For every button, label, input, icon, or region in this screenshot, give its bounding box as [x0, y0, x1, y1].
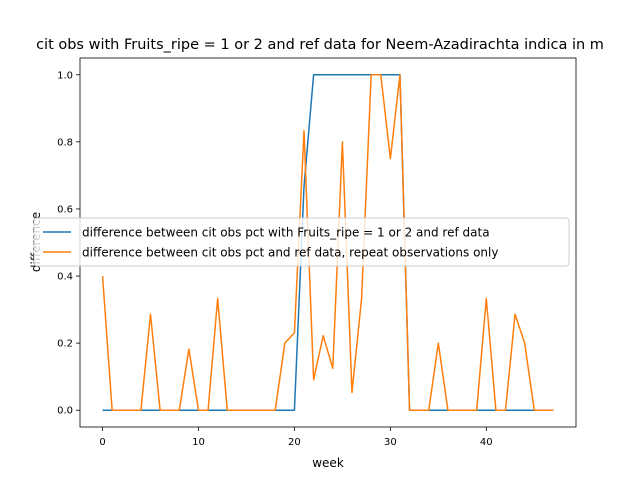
- chart-title: cit obs with Fruits_ripe = 1 or 2 and re…: [36, 37, 604, 53]
- y-tick-label: 0.6: [57, 204, 73, 215]
- legend-box: [33, 217, 570, 267]
- y-tick-label: 0.8: [57, 137, 73, 148]
- x-tick-label: 20: [288, 437, 301, 448]
- y-tick-label: 1.0: [57, 70, 73, 81]
- x-tick-label: 40: [480, 437, 493, 448]
- y-axis-ticks: 0.0 0.2 0.4 0.6 0.8 1.0: [57, 70, 80, 417]
- x-axis-label: week: [312, 456, 344, 470]
- y-tick-label: 0.0: [57, 406, 73, 417]
- y-tick-label: 0.2: [57, 339, 73, 350]
- series-line-2: [101, 74, 554, 411]
- series-lines: [101, 74, 554, 411]
- legend-label-series-1: difference between cit obs pct with Frui…: [82, 226, 490, 240]
- x-tick-label: 30: [384, 437, 397, 448]
- x-axis-ticks: 0 10 20 30 40: [99, 427, 493, 448]
- y-tick-label: 0.4: [57, 272, 73, 283]
- x-tick-label: 0: [99, 437, 105, 448]
- legend-label-series-2: difference between cit obs pct and ref d…: [82, 246, 498, 260]
- x-tick-label: 10: [192, 437, 205, 448]
- legend: difference between cit obs pct with Frui…: [33, 217, 570, 267]
